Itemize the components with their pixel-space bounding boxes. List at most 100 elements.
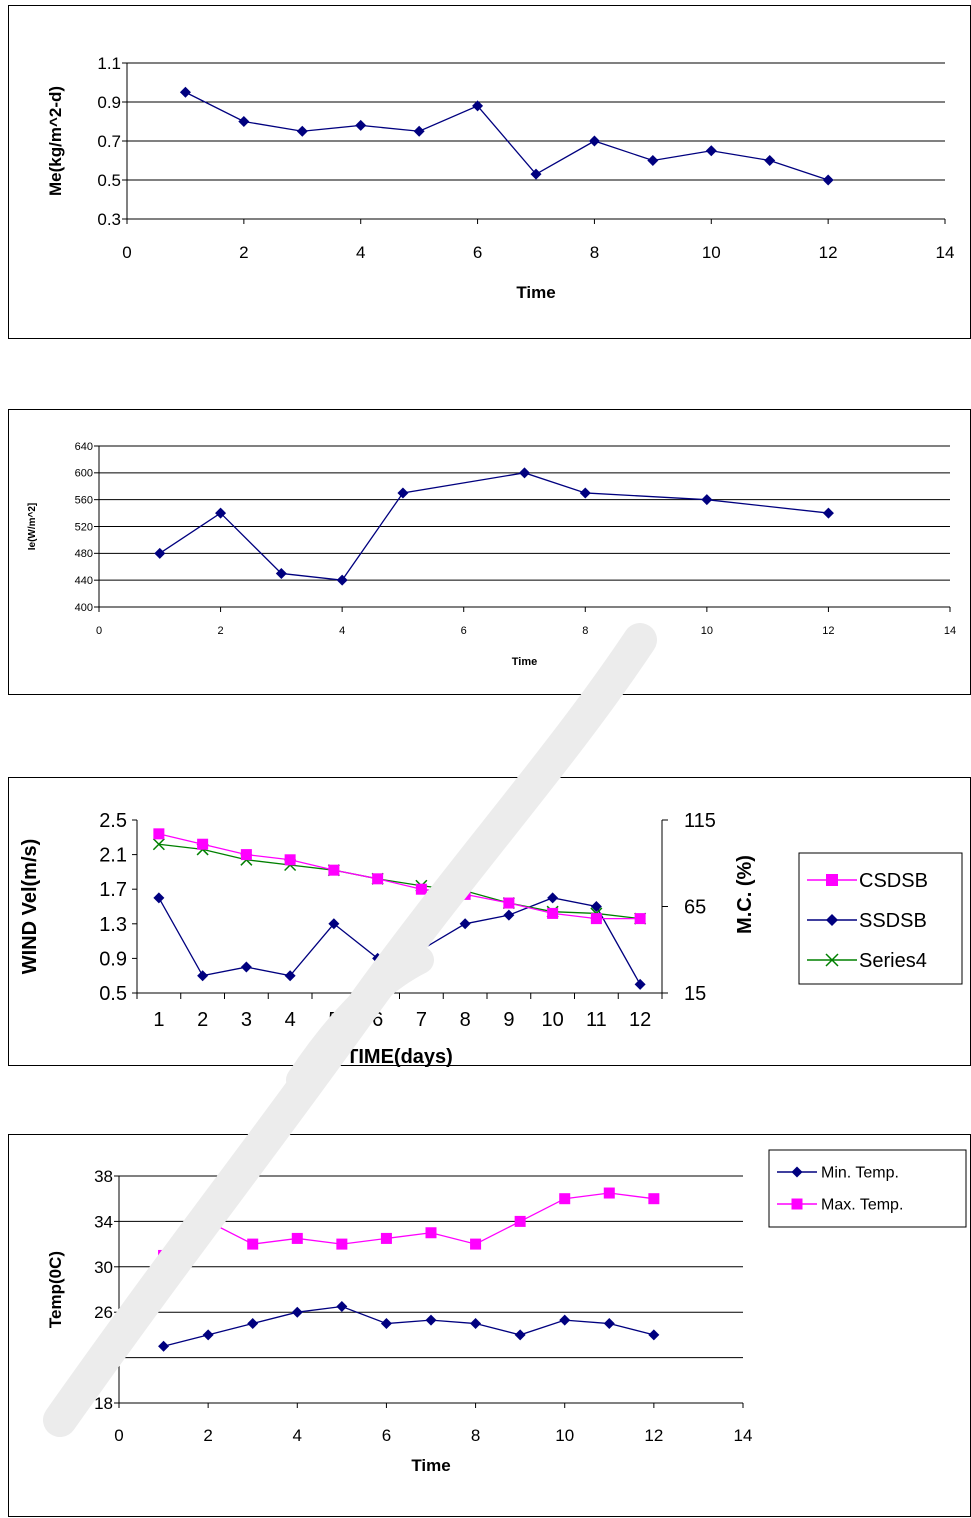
x-tick-label: 8 [460,1009,471,1031]
y-tick-label: 560 [75,495,93,507]
legend-marker [826,914,838,926]
data-point [647,155,659,166]
data-point [459,918,471,930]
legend-box [768,1149,967,1228]
x-tick-label: 8 [582,625,588,637]
data-point [603,1318,615,1330]
y2-tick-label: 65 [684,897,706,919]
legend-label: CSDSB [859,870,928,892]
data-point [503,897,515,909]
x-tick-label: 9 [503,1009,514,1031]
data-point [153,892,165,904]
data-point [764,155,776,166]
data-point [247,1318,259,1330]
y-tick-label: 600 [75,468,93,480]
x-tick-label: 0 [122,243,131,262]
series-line [158,843,641,920]
data-point [215,507,227,519]
x-tick-label: 4 [285,1009,296,1031]
legend-label: Series4 [859,950,927,972]
y-tick-label: 1.7 [99,879,127,901]
data-point [179,86,191,98]
series-line [158,833,641,920]
x-tick-label: 0 [96,625,102,637]
data-point [202,1215,214,1227]
data-point [415,944,427,956]
data-point [336,1301,348,1313]
y-tick-label: 26 [94,1303,113,1322]
data-point [470,1318,482,1330]
y-tick-label: 34 [94,1212,113,1231]
data-point [197,838,209,850]
y-tick-label: 0.9 [97,93,121,112]
x-tick-label: 10 [702,243,721,262]
x-tick-label: 6 [382,1426,391,1445]
x-tick-label: 12 [644,1426,663,1445]
data-point [470,1238,482,1250]
data-point [425,1314,437,1326]
legend-marker [825,953,839,967]
y-tick-label: 2.5 [99,810,127,832]
y-tick-label: 18 [94,1394,113,1413]
x-tick-label: 2 [218,625,224,637]
x-axis-title: Time [516,283,555,302]
data-point [158,1340,170,1352]
data-point [355,119,367,131]
series-line [163,1192,654,1256]
x-tick-label: 3 [241,1009,252,1031]
y-axis-title: Ie(W/m^2] [27,503,38,551]
data-point [413,125,425,137]
y-tick-label: 480 [75,548,93,560]
x-tick-label: 12 [629,1009,651,1031]
legend-marker [791,1166,803,1178]
x-tick-label: 11 [586,1009,607,1031]
data-point [547,892,559,904]
y-tick-label: 1.3 [99,914,127,936]
data-point [154,547,166,559]
y-tick-label: 22 [94,1349,113,1368]
x-tick-label: 8 [471,1426,480,1445]
x-axis-title: TIME(days) [346,1046,453,1068]
chart-panel-3: 0.5 0.9 1.3 1.7 2.1 2.5 15 65 115 1 2 3 4 5 6 7 8 9 10 11 12… [8,777,971,1068]
data-point [397,487,409,499]
y-tick-label: 0.5 [97,171,121,190]
data-point [579,487,591,499]
x-tick-label: 4 [356,243,365,262]
chart-panel-2: 400 440 480 520 560 600 640 0 2 4 6 8 10 12 14 Time Ie(W… [8,409,971,695]
y-tick-label: 30 [94,1258,113,1277]
data-point [530,168,542,180]
x-tick-label: 6 [473,243,482,262]
data-point [291,1232,303,1244]
data-point [603,1187,615,1199]
legend-marker [826,874,838,886]
x-tick-label: 1 [153,1009,164,1031]
series-line [158,897,641,985]
data-point [514,1329,526,1341]
y-tick-label: 1.1 [97,54,121,73]
y-axis-title: Me(kg/m^2-d) [46,86,65,196]
y2-tick-label: 15 [684,983,706,1005]
data-point [634,978,646,990]
data-point [247,1238,259,1250]
data-point [514,1215,526,1227]
data-point [372,873,384,885]
data-point [425,1227,437,1239]
y-tick-label: 0.3 [97,210,121,229]
chart-panel-4: 18 22 26 30 34 38 0 2 4 6 8 10 12 14 Time Temp(0C) Min. … [8,1134,971,1517]
data-point [336,574,348,586]
y2-tick-label: 115 [684,810,716,832]
y-tick-label: 400 [75,602,93,614]
data-point [590,913,602,925]
x-tick-label: 12 [819,243,838,262]
data-point [559,1193,571,1205]
y-tick-label: 440 [75,575,93,587]
x-tick-label: 2 [203,1426,212,1445]
data-point [547,907,559,919]
x-tick-label: 10 [542,1009,564,1031]
x-tick-label: 4 [293,1426,302,1445]
legend-label: SSDSB [859,910,927,932]
data-point [380,1232,392,1244]
legend-label: Min. Temp. [821,1165,899,1182]
data-point [380,1318,392,1330]
y-tick-label: 640 [75,441,93,453]
